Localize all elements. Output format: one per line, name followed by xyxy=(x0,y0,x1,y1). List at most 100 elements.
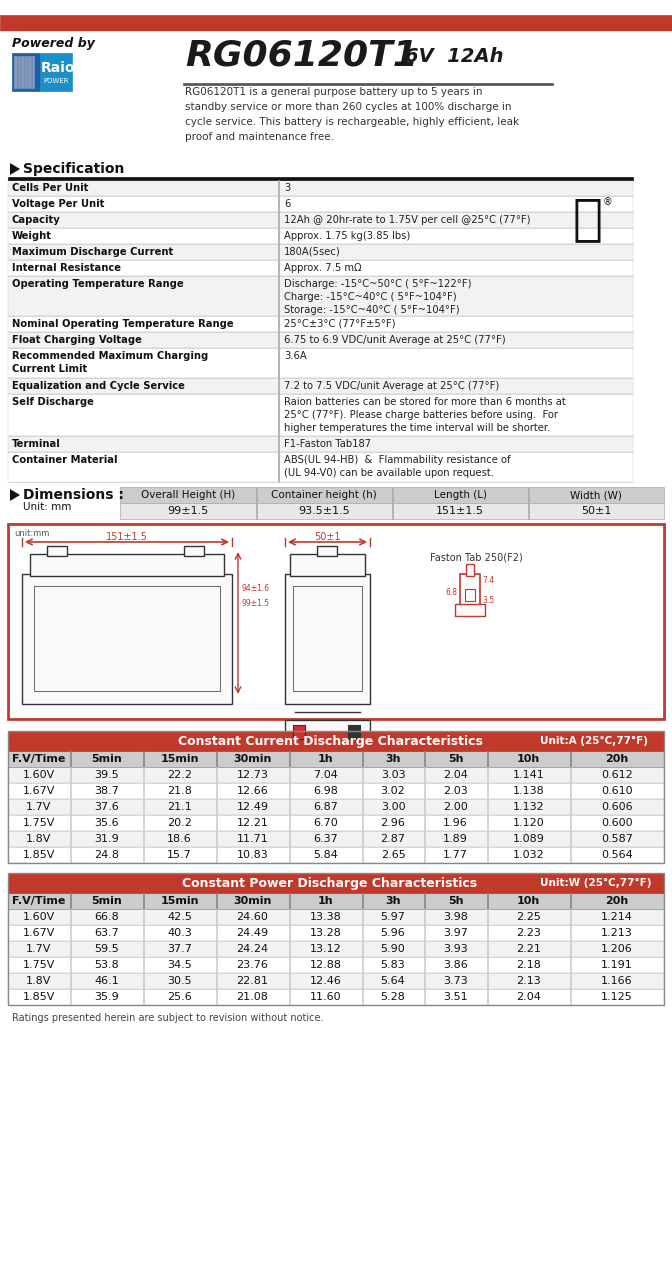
Text: 2.04: 2.04 xyxy=(443,771,468,780)
Text: Equalization and Cycle Service: Equalization and Cycle Service xyxy=(12,381,185,390)
Text: 42.5: 42.5 xyxy=(167,911,192,922)
Text: 5.64: 5.64 xyxy=(380,975,405,986)
Text: ®: ® xyxy=(603,197,613,207)
Text: 7.4: 7.4 xyxy=(482,576,494,585)
Text: cycle service. This battery is rechargeable, highly efficient, leak: cycle service. This battery is rechargea… xyxy=(185,116,519,127)
Text: 21.08: 21.08 xyxy=(237,992,268,1002)
Bar xyxy=(362,751,363,767)
Bar xyxy=(570,799,571,815)
Text: standby service or more than 260 cycles at 100% discharge in: standby service or more than 260 cycles … xyxy=(185,102,511,111)
Text: (UL 94-V0) can be available upon request.: (UL 94-V0) can be available upon request… xyxy=(284,468,494,477)
Bar xyxy=(8,973,664,989)
Bar xyxy=(143,767,144,783)
Bar xyxy=(8,196,633,212)
Text: 6.75 to 6.9 VDC/unit Average at 25°C (77°F): 6.75 to 6.9 VDC/unit Average at 25°C (77… xyxy=(284,335,505,346)
Bar xyxy=(70,957,71,973)
Text: 3.93: 3.93 xyxy=(443,945,468,954)
Text: 23.76: 23.76 xyxy=(237,960,268,970)
Bar xyxy=(289,989,290,1005)
Bar xyxy=(8,348,633,378)
Text: Discharge: -15°C~50°C ( 5°F~122°F): Discharge: -15°C~50°C ( 5°F~122°F) xyxy=(284,279,472,289)
Bar xyxy=(289,909,290,925)
Text: 24.49: 24.49 xyxy=(237,928,269,938)
Text: Unit:A (25°C,77°F): Unit:A (25°C,77°F) xyxy=(540,736,648,746)
Bar xyxy=(362,767,363,783)
Text: 15min: 15min xyxy=(160,754,199,764)
Bar xyxy=(278,244,279,260)
Text: Approx. 1.75 kg(3.85 lbs): Approx. 1.75 kg(3.85 lbs) xyxy=(284,230,410,241)
Text: 35.6: 35.6 xyxy=(94,818,119,828)
Text: 12.21: 12.21 xyxy=(237,818,268,828)
Bar xyxy=(8,873,664,1005)
Bar xyxy=(424,941,425,957)
Bar xyxy=(8,731,664,863)
Text: F.V/Time: F.V/Time xyxy=(12,754,66,764)
Bar xyxy=(8,244,633,260)
Text: 0.564: 0.564 xyxy=(601,850,633,860)
Bar xyxy=(143,847,144,863)
Text: 46.1: 46.1 xyxy=(94,975,119,986)
Text: 5.97: 5.97 xyxy=(380,911,405,922)
Bar xyxy=(362,783,363,799)
Text: 22.81: 22.81 xyxy=(237,975,269,986)
Bar xyxy=(289,815,290,831)
Text: Float Charging Voltage: Float Charging Voltage xyxy=(12,335,142,346)
Text: unit:mm: unit:mm xyxy=(14,529,49,538)
Bar xyxy=(278,316,279,332)
Text: 6.37: 6.37 xyxy=(313,835,338,844)
Bar xyxy=(285,573,370,704)
Bar xyxy=(216,893,217,909)
Bar xyxy=(289,893,290,909)
Text: Storage: -15°C~40°C ( 5°F~104°F): Storage: -15°C~40°C ( 5°F~104°F) xyxy=(284,305,460,315)
Bar xyxy=(216,847,217,863)
Bar xyxy=(278,276,279,316)
Text: 3.86: 3.86 xyxy=(443,960,468,970)
Bar xyxy=(528,486,529,518)
Bar xyxy=(278,180,279,196)
Text: Current Limit: Current Limit xyxy=(12,364,87,374)
Text: 5min: 5min xyxy=(91,754,122,764)
Text: 0.610: 0.610 xyxy=(601,786,633,796)
Bar xyxy=(12,52,40,91)
Bar xyxy=(460,573,480,614)
Text: 63.7: 63.7 xyxy=(94,928,119,938)
Bar xyxy=(570,925,571,941)
Bar xyxy=(8,799,664,815)
Bar xyxy=(487,941,488,957)
Text: 50±1: 50±1 xyxy=(314,532,341,541)
Text: 5h: 5h xyxy=(448,754,463,764)
Text: 40.3: 40.3 xyxy=(167,928,192,938)
Text: 1.032: 1.032 xyxy=(513,850,544,860)
Text: Maximum Discharge Current: Maximum Discharge Current xyxy=(12,247,173,257)
Bar xyxy=(143,989,144,1005)
Text: Constant Power Discharge Characteristics: Constant Power Discharge Characteristics xyxy=(182,877,478,890)
Text: Recommended Maximum Charging: Recommended Maximum Charging xyxy=(12,351,208,361)
Text: 5.83: 5.83 xyxy=(380,960,405,970)
Text: 20h: 20h xyxy=(605,896,628,906)
Bar xyxy=(8,260,633,276)
Text: 2.18: 2.18 xyxy=(516,960,541,970)
Bar xyxy=(143,799,144,815)
Bar xyxy=(278,228,279,244)
Bar xyxy=(30,554,224,576)
Text: 3h: 3h xyxy=(385,754,401,764)
Bar xyxy=(465,589,475,602)
Bar xyxy=(40,52,72,91)
Text: Internal Resistance: Internal Resistance xyxy=(12,262,121,273)
Bar xyxy=(487,909,488,925)
Bar xyxy=(21,56,24,88)
Bar xyxy=(22,573,232,704)
Bar xyxy=(362,893,363,909)
Text: 20h: 20h xyxy=(605,754,628,764)
Bar xyxy=(424,783,425,799)
Bar xyxy=(487,783,488,799)
Bar xyxy=(143,957,144,973)
Text: 2.03: 2.03 xyxy=(443,786,468,796)
Bar xyxy=(362,847,363,863)
Text: 1.120: 1.120 xyxy=(513,818,544,828)
Text: 5.28: 5.28 xyxy=(380,992,405,1002)
Text: 12.73: 12.73 xyxy=(237,771,268,780)
Bar xyxy=(70,847,71,863)
Bar xyxy=(0,15,672,31)
Bar xyxy=(362,973,363,989)
